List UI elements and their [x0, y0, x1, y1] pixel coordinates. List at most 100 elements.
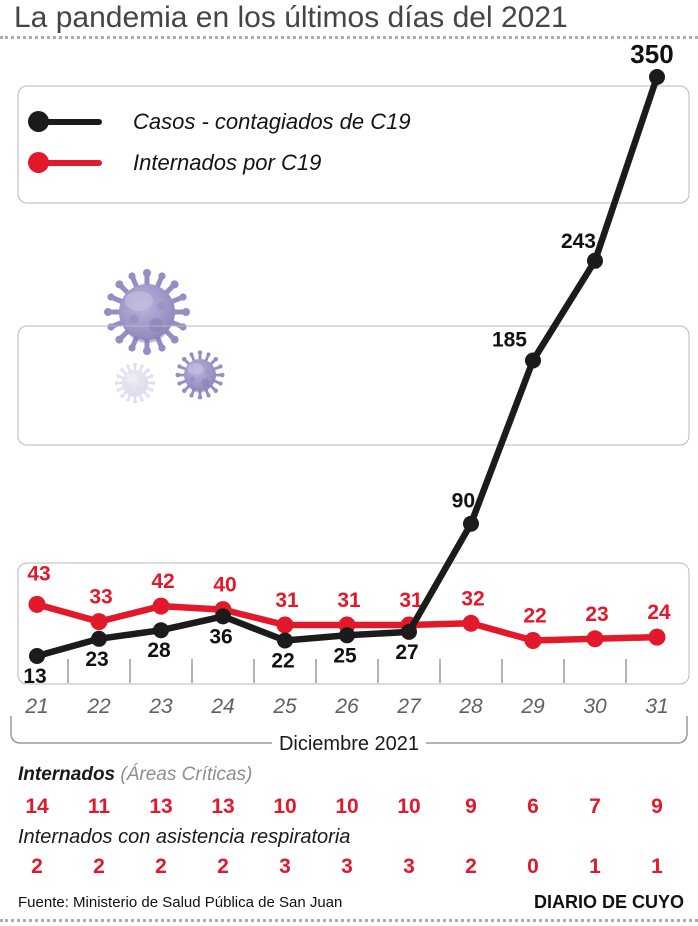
critical-care-value: 9 [651, 795, 663, 818]
cases-value-label: 185 [492, 329, 527, 352]
coronavirus-icon [174, 349, 226, 401]
critical-care-label-main: Internados [18, 764, 116, 785]
respiratory-value: 1 [651, 855, 663, 878]
critical-care-label-note: (Áreas Críticas) [120, 764, 253, 785]
respiratory-value: 2 [217, 855, 229, 878]
x-axis-label: 24 [210, 695, 234, 718]
cases-dot [153, 622, 169, 639]
critical-care-value: 7 [589, 795, 601, 818]
x-axis-label: 29 [520, 695, 545, 718]
critical-care-value: 10 [273, 795, 297, 818]
cases-dot [91, 630, 107, 647]
cases-dot [215, 608, 231, 625]
coronavirus-icon [113, 361, 157, 405]
pandemic-line-chart: 43 33 42 40 31 31 31 32 22 23 24 13 23 28 36 22 25 27 90 18… [10, 39, 690, 755]
bracket-line [10, 716, 688, 744]
month-label: Diciembre 2021 [279, 733, 419, 755]
x-axis-label: 21 [24, 695, 48, 718]
cases-dot [649, 69, 665, 85]
respiratory-label-main: Internados con asistencia respiratoria [18, 826, 351, 848]
cases-dot [463, 515, 479, 532]
chart-title: La pandemia en los últimos días del 2021 [14, 1, 568, 34]
cases-dot [339, 627, 355, 644]
x-axis-label: 30 [583, 695, 607, 718]
respiratory-value: 2 [93, 855, 105, 878]
critical-care-value: 11 [87, 795, 111, 818]
admitted-dot [90, 613, 108, 631]
respiratory-value: 1 [589, 855, 601, 878]
legend-label-cases: Casos - contagiados de C19 [133, 108, 411, 134]
legend-label-admitted: Internados por C19 [133, 149, 322, 175]
admitted-value-label: 42 [151, 570, 174, 593]
critical-care-value: 13 [149, 795, 173, 818]
cases-dot [277, 632, 293, 649]
admitted-value-label: 43 [27, 562, 50, 585]
admitted-dot [152, 597, 170, 615]
respiratory-value: 0 [527, 855, 539, 878]
admitted-value-label: 31 [275, 589, 299, 612]
x-axis-label: 27 [396, 695, 422, 718]
cases-dot [587, 252, 603, 269]
respiratory-value: 2 [155, 855, 167, 878]
admitted-dot [524, 632, 542, 649]
source-credit: Fuente: Ministerio de Salud Pública de S… [18, 894, 343, 911]
grid-band [17, 562, 690, 685]
x-axis-label: 25 [272, 695, 297, 718]
critical-care-value: 14 [25, 795, 49, 818]
admitted-dot [28, 595, 46, 613]
cases-value-label: 27 [395, 641, 418, 664]
admitted-dot [276, 616, 294, 634]
respiratory-value: 3 [341, 855, 353, 878]
dotted-divider [0, 36, 698, 39]
critical-care-value: 10 [335, 795, 359, 818]
respiratory-row-label: Internados con asistencia respiratoria [18, 826, 350, 849]
admitted-value-label: 32 [461, 587, 484, 610]
cases-value-label: 22 [271, 650, 294, 673]
admitted-value-label: 24 [647, 601, 671, 624]
critical-care-values-row: 14 11 13 13 10 10 10 9 6 7 9 [6, 795, 688, 819]
x-axis-label: 26 [334, 695, 359, 718]
critical-care-value: 9 [465, 795, 477, 818]
month-bracket: Diciembre 2021 [10, 716, 688, 755]
cases-dot [29, 648, 45, 664]
legend-key [28, 151, 112, 174]
respiratory-value: 2 [465, 855, 477, 878]
x-axis-label: 31 [645, 695, 668, 718]
cases-value-label: 28 [147, 639, 171, 662]
cases-value-label: 25 [333, 644, 357, 667]
critical-care-value: 6 [527, 795, 539, 818]
cases-value-label: 23 [85, 648, 108, 671]
grid-bands [17, 85, 690, 685]
admitted-value-label: 33 [89, 586, 112, 609]
admitted-value-label: 31 [337, 589, 361, 612]
admitted-dot-swatch [28, 151, 49, 173]
respiratory-value: 3 [279, 855, 291, 878]
respiratory-values-row: 2 2 2 2 3 3 3 2 0 1 1 [6, 855, 688, 879]
grid-band [17, 325, 690, 446]
cases-value-label: 350 [630, 39, 673, 69]
admitted-value-label: 23 [585, 603, 608, 626]
cases-value-label: 90 [452, 490, 475, 513]
critical-care-value: 13 [211, 795, 235, 818]
cases-value-label: 36 [209, 625, 232, 648]
respiratory-value: 2 [31, 855, 43, 878]
legend-key [28, 110, 112, 133]
data-series: 43 33 42 40 31 31 31 32 22 23 24 13 23 28 36 22 25 27 90 18… [23, 39, 673, 688]
coronavirus-illustration [104, 269, 226, 405]
publisher-brand: DIARIO DE CUYO [533, 892, 684, 912]
admitted-dot [586, 630, 604, 648]
cases-dot-swatch [28, 110, 49, 132]
legend-item-cases: Casos - contagiados de C19 [28, 101, 411, 142]
admitted-dot [462, 614, 480, 632]
dotted-divider [0, 919, 698, 922]
admitted-dot [648, 628, 666, 646]
legend-item-admitted: Internados por C19 [28, 142, 411, 183]
cases-dot [525, 352, 541, 369]
respiratory-value: 3 [403, 855, 415, 878]
x-axis-label: 28 [458, 695, 483, 718]
x-axis-labels: 21 22 23 24 25 26 27 28 29 30 31 [24, 695, 668, 718]
axis-ticks [67, 659, 627, 683]
x-axis-label: 22 [86, 695, 111, 718]
admitted-value-label: 40 [213, 574, 236, 597]
grid-band [17, 85, 690, 204]
